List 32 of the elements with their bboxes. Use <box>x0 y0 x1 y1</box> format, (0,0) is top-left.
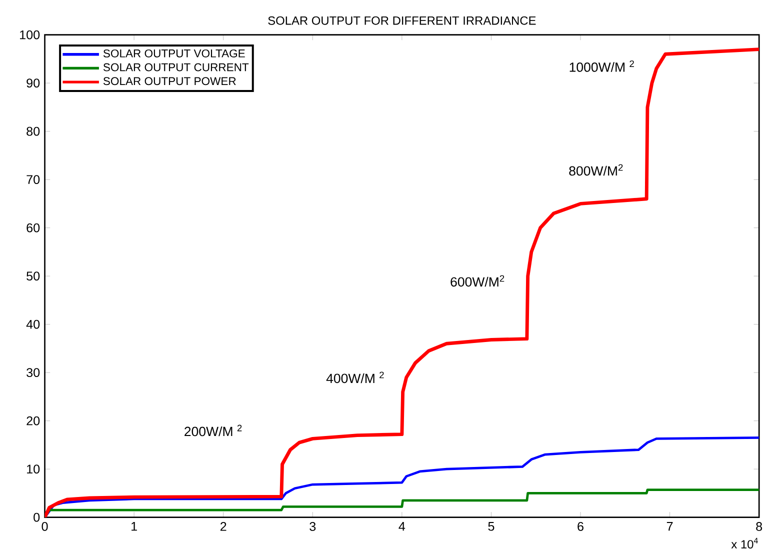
chart-title: SOLAR OUTPUT FOR DIFFERENT IRRADIANCE <box>268 16 536 25</box>
annotation: 1000W/M $^{2}$ <box>570 60 634 72</box>
x-tick-label: 1 <box>132 522 137 531</box>
y-tick-label: 60 <box>26 223 40 232</box>
y-tick-label: 40 <box>26 320 40 329</box>
line-series <box>44 47 760 518</box>
annotation: 400W/M $^{2}$ <box>326 372 384 384</box>
x-tick-label: 6 <box>578 522 584 531</box>
legend-label: SOLAR OUTPUT POWER <box>103 77 236 86</box>
line-series <box>44 436 760 518</box>
y-tick-label: 90 <box>26 78 40 88</box>
y-tick-label: 20 <box>26 416 40 426</box>
y-tick-label: 0 <box>34 512 40 522</box>
y-tick-label: 50 <box>26 272 40 280</box>
annotation: 200W/M $^{2}$ <box>184 424 242 436</box>
legend-label: SOLAR OUTPUT VOLTAGE <box>103 49 245 58</box>
y-tick-label: 70 <box>26 175 40 184</box>
x-tick-label: 7 <box>666 522 673 531</box>
x-tick-label: 8 <box>756 522 762 531</box>
annotation: 800W/M$^{2}$ <box>569 164 623 176</box>
y-tick-label: 80 <box>26 126 40 136</box>
y-tick-label: 30 <box>26 368 40 377</box>
x-tick-label: 5 <box>488 522 494 531</box>
x-tick-label: 0 <box>42 522 48 531</box>
text: x 10$^{4}$ <box>731 538 758 548</box>
y-tick-label: 100 <box>20 30 40 40</box>
legend-label: SOLAR OUTPUT CURRENT <box>103 63 249 72</box>
annotation: 600W/M$^{2}$ <box>450 275 504 287</box>
x-tick-label: 4 <box>398 522 406 531</box>
x-tick-label: 2 <box>220 522 226 531</box>
y-tick-label: 10 <box>27 464 40 474</box>
x-tick-label: 3 <box>310 522 316 531</box>
